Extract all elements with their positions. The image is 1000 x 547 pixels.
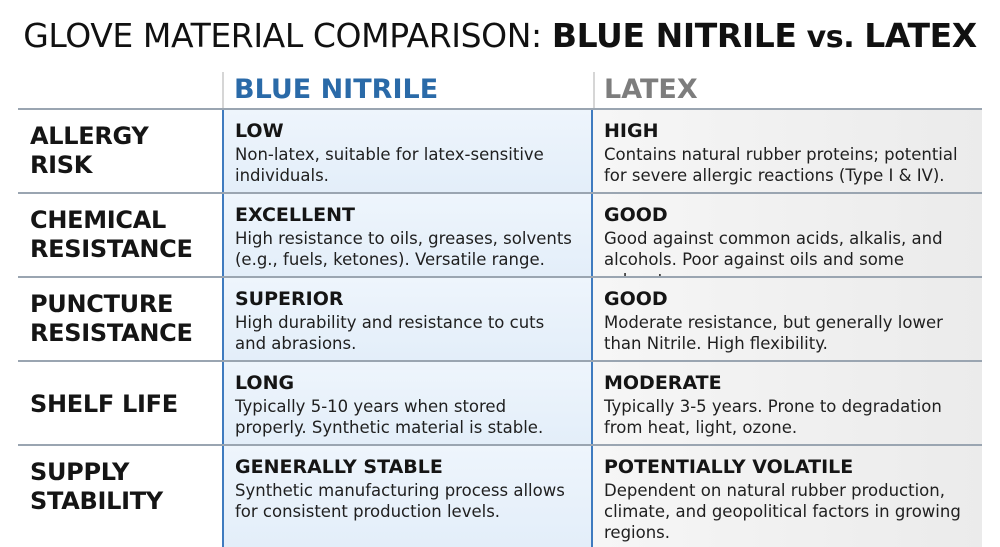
table-row: ALLERGY RISK LOW Non-latex, suitable for … — [18, 108, 982, 192]
latex-cell: POTENTIALLY VOLATILE Dependent on natura… — [593, 446, 982, 547]
table-row: SUPPLY STABILITY GENERALLY STABLE Synthet… — [18, 444, 982, 547]
column-header-nitrile: BLUE NITRILE — [234, 74, 439, 105]
row-label: SHELF LIFE — [30, 390, 178, 418]
latex-cell: HIGH Contains natural rubber proteins; p… — [593, 110, 982, 192]
description-text: High durability and resistance to cuts an… — [235, 313, 545, 353]
description-text: Typically 3-5 years. Prone to degradatio… — [604, 397, 942, 437]
row-label: PUNCTURE RESISTANCE — [30, 290, 193, 347]
row-label-cell: ALLERGY RISK — [18, 110, 222, 192]
title-separator: vs. — [796, 20, 865, 55]
rating-text: HIGH — [604, 120, 659, 142]
rating-text: EXCELLENT — [235, 204, 355, 226]
rating-text: LONG — [235, 372, 295, 394]
table-row: PUNCTURE RESISTANCE SUPERIOR High durabil… — [18, 276, 982, 360]
nitrile-cell: SUPERIOR High durability and resistance … — [222, 278, 593, 360]
description-text: Non-latex, suitable for latex-sensitive i… — [235, 145, 544, 185]
rating-text: GENERALLY STABLE — [235, 456, 443, 478]
latex-cell: GOOD Good against common acids, alkalis,… — [593, 194, 982, 290]
title-material-b: LATEX — [864, 16, 977, 55]
page-title: GLOVE MATERIAL COMPARISON: BLUE NITRILE … — [0, 16, 1000, 55]
title-material-a: BLUE NITRILE — [551, 16, 797, 55]
latex-cell: GOOD Moderate resistance, but generally … — [593, 278, 982, 360]
header-divider — [222, 72, 224, 108]
row-label-cell: PUNCTURE RESISTANCE — [18, 278, 222, 360]
description-text: Dependent on natural rubber production, c… — [604, 481, 961, 542]
column-header-row: BLUE NITRILE LATEX — [0, 72, 1000, 108]
latex-cell: MODERATE Typically 3-5 years. Prone to d… — [593, 362, 982, 444]
row-label-cell: SHELF LIFE — [18, 362, 222, 444]
column-header-latex: LATEX — [604, 74, 698, 105]
rating-text: MODERATE — [604, 372, 722, 394]
rating-text: LOW — [235, 120, 284, 142]
description-text: Typically 5-10 years when stored properly… — [235, 397, 544, 437]
description-text: Moderate resistance, but generally lower… — [604, 313, 943, 353]
nitrile-cell: EXCELLENT High resistance to oils, greas… — [222, 194, 593, 276]
row-label: ALLERGY RISK — [30, 122, 149, 179]
header-divider — [593, 72, 595, 108]
nitrile-cell: LOW Non-latex, suitable for latex-sensit… — [222, 110, 593, 192]
nitrile-cell: GENERALLY STABLE Synthetic manufacturing… — [222, 446, 593, 547]
table-row: SHELF LIFE LONG Typically 5-10 years whe… — [18, 360, 982, 444]
description-text: Contains natural rubber proteins; potent… — [604, 145, 958, 185]
nitrile-cell: LONG Typically 5-10 years when stored pro… — [222, 362, 593, 444]
rating-text: GOOD — [604, 288, 668, 310]
rating-text: GOOD — [604, 204, 668, 226]
row-label-cell: SUPPLY STABILITY — [18, 446, 222, 547]
rating-text: SUPERIOR — [235, 288, 344, 310]
comparison-table: ALLERGY RISK LOW Non-latex, suitable for … — [18, 108, 982, 547]
description-text: High resistance to oils, greases, solven… — [235, 229, 572, 269]
table-row: CHEMICAL RESISTANCE EXCELLENT High resist… — [18, 192, 982, 290]
rating-text: POTENTIALLY VOLATILE — [604, 456, 854, 478]
row-label-cell: CHEMICAL RESISTANCE — [18, 194, 222, 276]
row-label: SUPPLY STABILITY — [30, 458, 163, 515]
description-text: Synthetic manufacturing process allows fo… — [235, 481, 565, 521]
title-prefix: GLOVE MATERIAL COMPARISON: — [23, 16, 552, 55]
row-label: CHEMICAL RESISTANCE — [30, 206, 193, 263]
